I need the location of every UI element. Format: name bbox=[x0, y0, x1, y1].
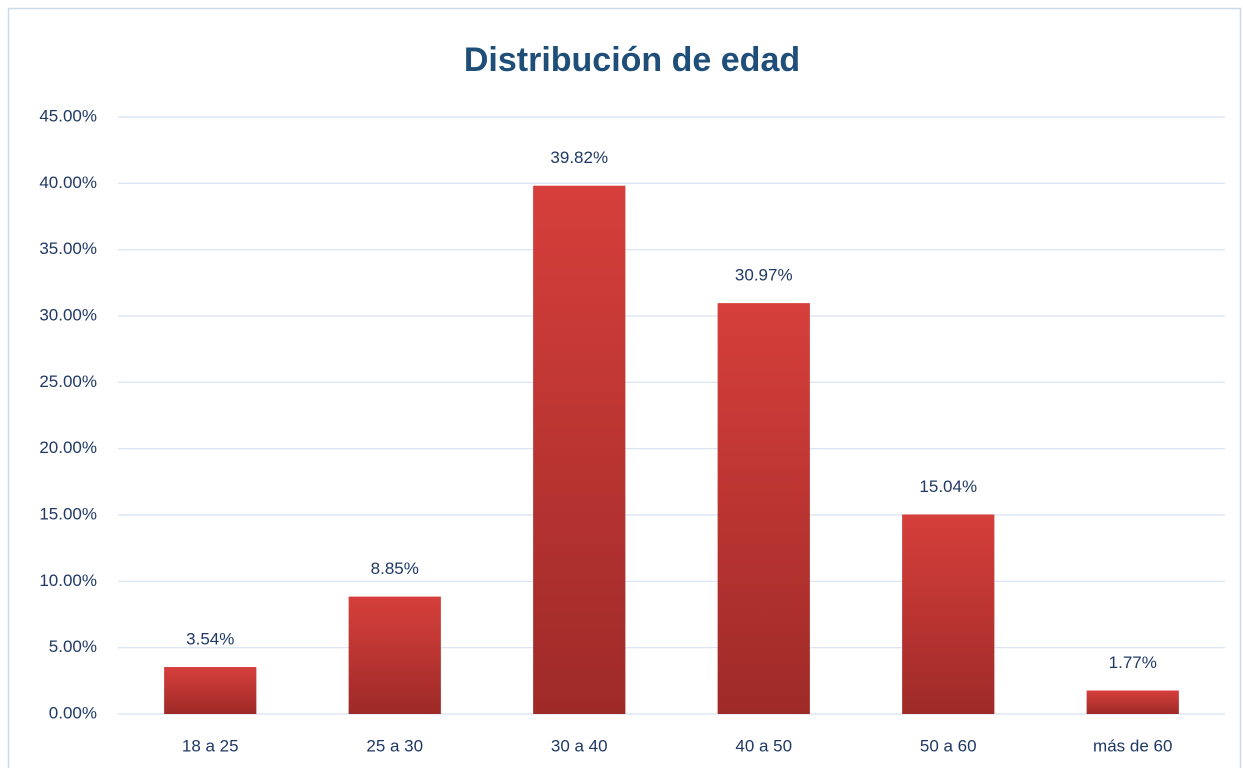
data-label: 15.04% bbox=[919, 477, 977, 496]
y-tick-label: 15.00% bbox=[39, 504, 97, 523]
x-tick-label: 18 a 25 bbox=[182, 736, 239, 755]
bar bbox=[533, 185, 626, 715]
y-tick-label: 30.00% bbox=[39, 305, 97, 324]
bar bbox=[1086, 690, 1179, 714]
x-tick-label: más de 60 bbox=[1093, 736, 1172, 755]
y-tick-label: 25.00% bbox=[39, 372, 97, 391]
x-tick-label: 30 a 40 bbox=[551, 736, 608, 755]
data-label: 30.97% bbox=[735, 266, 793, 285]
bar bbox=[717, 303, 810, 714]
data-label: 39.82% bbox=[550, 148, 608, 167]
bar bbox=[164, 667, 257, 714]
y-tick-label: 40.00% bbox=[39, 173, 97, 192]
y-tick-label: 10.00% bbox=[39, 571, 97, 590]
y-tick-label: 5.00% bbox=[49, 637, 97, 656]
x-tick-label: 50 a 60 bbox=[920, 736, 977, 755]
x-tick-label: 40 a 50 bbox=[735, 736, 792, 755]
bar bbox=[902, 514, 995, 714]
y-tick-label: 20.00% bbox=[39, 438, 97, 457]
y-tick-label: 35.00% bbox=[39, 239, 97, 258]
data-label: 8.85% bbox=[371, 559, 419, 578]
y-tick-label: 45.00% bbox=[39, 106, 97, 125]
bar bbox=[348, 596, 441, 714]
x-tick-label: 25 a 30 bbox=[366, 736, 423, 755]
y-tick-label: 0.00% bbox=[49, 703, 97, 722]
data-label: 3.54% bbox=[186, 630, 234, 649]
data-label: 1.77% bbox=[1109, 653, 1157, 672]
chart-title: Distribución de edad bbox=[464, 41, 800, 79]
